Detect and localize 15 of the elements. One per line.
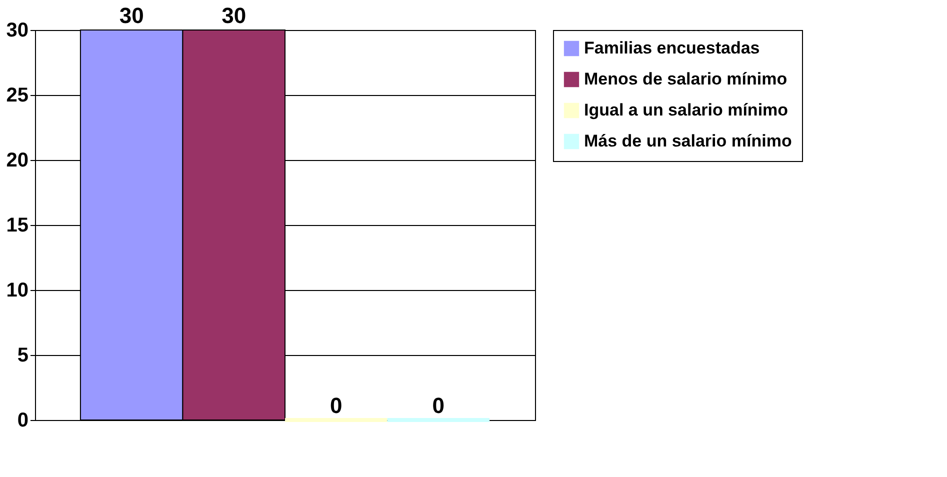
data-label: 0 bbox=[432, 393, 445, 418]
data-label: 0 bbox=[330, 393, 342, 418]
y-tick-label: 10 bbox=[6, 280, 28, 302]
legend-label: Menos de salario mínimo bbox=[584, 70, 788, 88]
y-tick-label: 5 bbox=[17, 344, 28, 366]
y-tick-label: 15 bbox=[6, 214, 28, 236]
legend-label: Familias encuestadas bbox=[584, 38, 760, 58]
y-tick-label: 0 bbox=[17, 410, 28, 432]
data-label: 30 bbox=[222, 3, 246, 28]
y-tick-label: 30 bbox=[6, 20, 28, 42]
y-tick-label: 25 bbox=[6, 84, 28, 106]
legend-label: Igual a un salario mínimo bbox=[584, 100, 788, 120]
data-label: 30 bbox=[119, 3, 144, 28]
y-tick-label: 20 bbox=[6, 150, 28, 172]
legend-label: Más de un salario mínimo bbox=[584, 132, 792, 150]
